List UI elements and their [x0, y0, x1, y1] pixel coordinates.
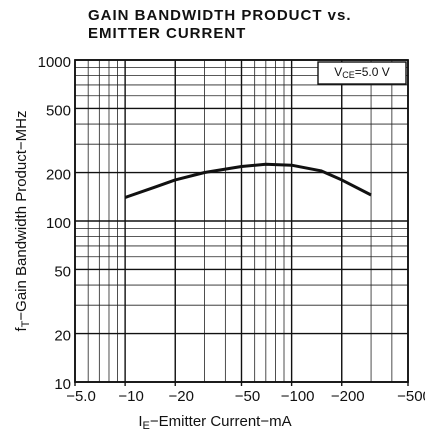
x-tick-label: −20	[169, 388, 194, 405]
line	[124, 162, 372, 199]
annotation-text: VCE=5.0 V	[334, 65, 390, 80]
x-tick-label: −200	[331, 388, 365, 405]
annotation-part: =5.0 V	[355, 65, 390, 79]
annotation: VCE=5.0 V	[317, 61, 407, 85]
y-tick-label: 50	[54, 263, 71, 280]
x-tick-label: −100	[281, 388, 315, 405]
x-tick-label: −500	[397, 388, 425, 405]
y-tick-label: 100	[46, 215, 71, 232]
y-tick-label: 200	[46, 167, 71, 184]
y-tick-label: 10	[54, 376, 71, 393]
plot-frame	[74, 59, 409, 383]
annotation-part: V	[334, 65, 342, 79]
y-tick-label: 20	[54, 328, 71, 345]
y-tick-label: 1000	[38, 54, 71, 71]
x-tick-label: −5.0	[66, 388, 96, 405]
chart-title: EMITTER CURRENT	[88, 25, 246, 42]
chart-title: GAIN BANDWIDTH PRODUCT vs.	[88, 7, 352, 24]
annotation-box	[317, 61, 407, 85]
y-tick-label: 500	[46, 102, 71, 119]
annotation-part: CE	[342, 70, 355, 80]
x-axis-label: IE−Emitter Current−mA	[138, 413, 291, 432]
x-tick-label: −10	[118, 388, 143, 405]
x-tick-label: −50	[235, 388, 260, 405]
y-axis-label: fT−Gain Bandwidth Product−MHz	[13, 110, 32, 331]
